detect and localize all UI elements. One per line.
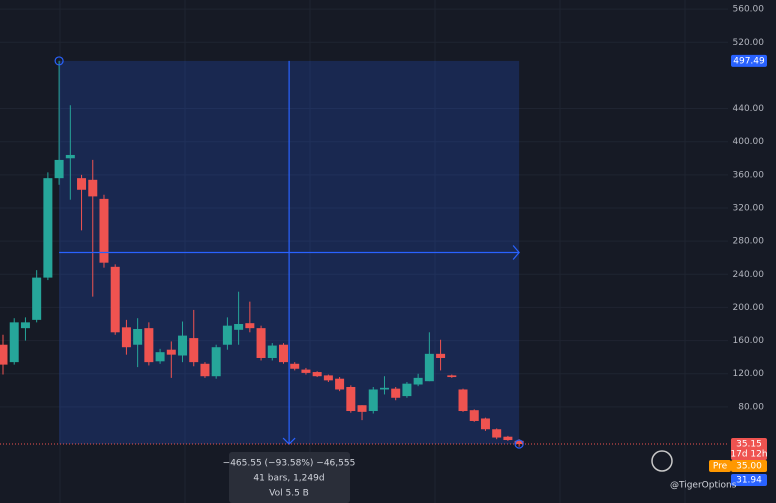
candle-body bbox=[436, 353, 446, 358]
candle-body bbox=[379, 387, 389, 390]
watermark: @TigerOptions bbox=[670, 481, 737, 491]
y-tick-label: 200.00 bbox=[733, 303, 765, 313]
candle-body bbox=[65, 154, 75, 159]
candle-body bbox=[368, 389, 378, 412]
candle-body bbox=[312, 372, 322, 377]
candle-body bbox=[20, 322, 30, 329]
y-tick-label: 240.00 bbox=[733, 270, 765, 280]
measure-info-box bbox=[229, 452, 350, 503]
countdown: 17d 12h bbox=[730, 450, 767, 460]
candle-body bbox=[469, 410, 479, 421]
y-tick-label: 120.00 bbox=[733, 369, 765, 379]
y-tick-label: 360.00 bbox=[733, 170, 765, 180]
candle-body bbox=[211, 347, 221, 377]
measure-change: −465.55 (−93.58%) −46,555 bbox=[223, 459, 356, 469]
y-tick-label: 320.00 bbox=[733, 203, 765, 213]
candle-body bbox=[279, 344, 288, 363]
candle-body bbox=[110, 266, 120, 333]
candle-body bbox=[155, 352, 165, 362]
premarket-tag-bg bbox=[709, 460, 731, 472]
candle-body bbox=[492, 429, 502, 438]
y-tick-label: 160.00 bbox=[733, 336, 765, 346]
candle-body bbox=[121, 327, 131, 348]
measure-varrow bbox=[282, 437, 296, 445]
candle-body bbox=[413, 377, 423, 385]
candle-body bbox=[480, 418, 490, 430]
y-tick-label: 80.00 bbox=[738, 402, 764, 412]
candle-body bbox=[0, 344, 8, 365]
range-low-label-bg bbox=[731, 474, 767, 486]
candle-body bbox=[424, 353, 434, 382]
candle-body bbox=[290, 363, 300, 369]
candle-body bbox=[9, 322, 19, 363]
y-tick-label: 520.00 bbox=[733, 38, 765, 48]
range-high-label-bg bbox=[731, 54, 767, 67]
premarket-price-bg bbox=[731, 460, 767, 472]
candle-body bbox=[267, 345, 277, 358]
last-price-label: 35.15 bbox=[736, 440, 762, 450]
candle-body bbox=[301, 369, 311, 373]
candle-body bbox=[346, 386, 356, 412]
watermark-logo bbox=[651, 450, 673, 472]
candle-body bbox=[458, 389, 468, 412]
candle-body bbox=[222, 325, 232, 345]
candle-body bbox=[447, 375, 457, 378]
candle-body bbox=[189, 338, 199, 363]
range-low-label: 31.94 bbox=[736, 476, 762, 486]
candle-body bbox=[234, 324, 244, 330]
candle-body bbox=[503, 436, 513, 441]
measure-harrow bbox=[512, 245, 520, 260]
range-high-label: 497.49 bbox=[733, 56, 765, 66]
candle-body bbox=[99, 198, 109, 263]
candle-body bbox=[166, 349, 176, 355]
candle-body bbox=[245, 323, 255, 329]
range-end-handle bbox=[514, 439, 524, 449]
measure-bars: 41 bars, 1,249d bbox=[253, 474, 324, 484]
candle-body bbox=[144, 328, 154, 363]
candle-body bbox=[54, 159, 64, 179]
range-high-handle bbox=[54, 56, 64, 66]
y-tick-label: 400.00 bbox=[733, 137, 765, 147]
candle-body bbox=[391, 388, 401, 398]
candle-body bbox=[335, 378, 345, 390]
candle-body bbox=[43, 178, 53, 278]
candle-body bbox=[256, 328, 266, 358]
candle-body bbox=[88, 179, 98, 197]
premarket-tag: Pre bbox=[713, 462, 728, 472]
candle-body bbox=[178, 335, 188, 356]
measure-volume: Vol 5.5 B bbox=[269, 489, 309, 499]
candle-body bbox=[32, 277, 42, 320]
y-tick-label: 560.00 bbox=[733, 5, 765, 15]
candle-body bbox=[357, 405, 367, 412]
candle-body bbox=[200, 363, 210, 377]
candle-body bbox=[77, 178, 87, 190]
premarket-price: 35.00 bbox=[736, 462, 762, 472]
candle-body bbox=[323, 375, 333, 381]
last-price-bg bbox=[731, 438, 767, 461]
candle-body bbox=[133, 328, 143, 345]
y-tick-label: 280.00 bbox=[733, 237, 765, 247]
candle-body bbox=[514, 440, 524, 445]
candle-body bbox=[402, 383, 412, 397]
y-tick-label: 440.00 bbox=[733, 104, 765, 114]
